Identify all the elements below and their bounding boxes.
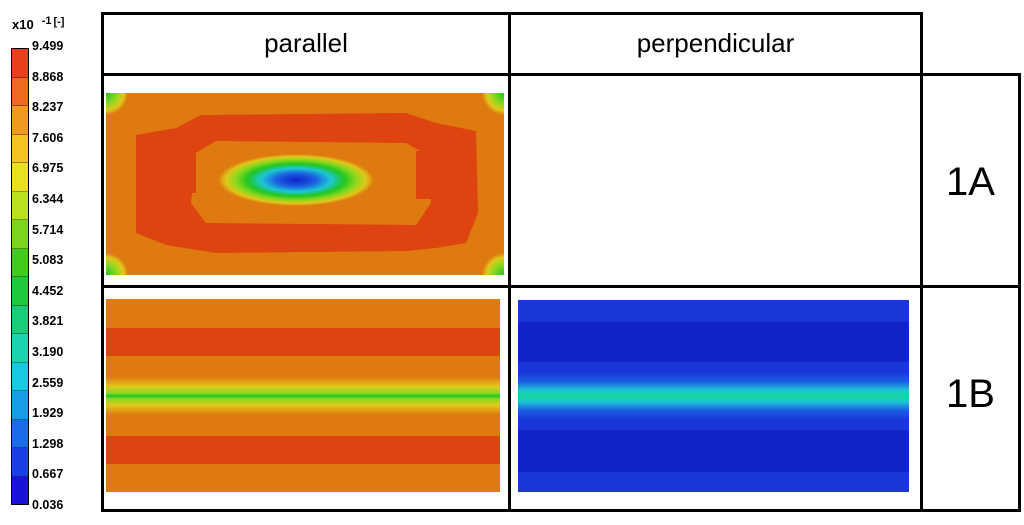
plot-1a-corner bbox=[482, 253, 504, 275]
legend-swatch bbox=[12, 391, 28, 420]
table-border-right bbox=[1018, 73, 1021, 512]
legend-tick-label: 9.499 bbox=[32, 39, 64, 53]
legend-tick-label: 3.190 bbox=[32, 345, 64, 359]
legend-swatch bbox=[12, 362, 28, 391]
legend-exponent: -1 bbox=[41, 15, 52, 27]
legend-swatch bbox=[12, 220, 28, 249]
plot-1a-notch bbox=[416, 151, 441, 199]
table-border-column-divider bbox=[508, 12, 511, 512]
header-perpendicular: perpendicular bbox=[636, 28, 795, 58]
legend-swatch bbox=[12, 191, 28, 220]
plot-1a-red-ring bbox=[136, 113, 478, 253]
plot-1a-corner bbox=[482, 93, 504, 115]
table-border-header-bottom bbox=[101, 73, 1021, 76]
plot-1b-parallel-green-band bbox=[106, 377, 500, 415]
plot-1a-center-depression bbox=[218, 154, 374, 206]
legend-tick-label: 3.821 bbox=[32, 314, 64, 329]
legend-tick-label: 5.714 bbox=[32, 222, 64, 237]
legend-title: x10 -1 [-] bbox=[12, 15, 65, 32]
legend-tick-label: 8.237 bbox=[32, 100, 64, 115]
row-label-1a: 1A bbox=[946, 160, 995, 204]
plot-1a-corner bbox=[106, 253, 128, 275]
legend-tick-label: 7.606 bbox=[32, 130, 64, 145]
legend-colorbar bbox=[11, 48, 29, 505]
legend-tick-label: 2.559 bbox=[32, 375, 64, 390]
row-label-1b: 1B bbox=[946, 372, 995, 416]
legend-swatch bbox=[12, 448, 28, 477]
plot-1a-notch bbox=[166, 153, 196, 193]
plot-1b-perp-center-band bbox=[518, 372, 909, 420]
table-border-left bbox=[101, 12, 104, 512]
legend-tick-label: 1.298 bbox=[32, 436, 64, 451]
legend-swatch bbox=[12, 277, 28, 306]
legend-swatch bbox=[12, 476, 28, 504]
legend-swatch bbox=[12, 305, 28, 334]
plot-1b-parallel bbox=[106, 299, 500, 492]
legend-tick-label: 8.868 bbox=[32, 69, 64, 84]
legend-tick-label: 6.344 bbox=[32, 192, 64, 206]
table-border-top bbox=[101, 12, 922, 15]
plot-1a-parallel bbox=[106, 93, 504, 275]
legend-tick-label: 0.036 bbox=[32, 498, 64, 512]
plot-1b-parallel-red-band bbox=[106, 436, 500, 464]
legend-tick-label: 5.083 bbox=[32, 253, 64, 268]
legend-swatch bbox=[12, 163, 28, 192]
legend-tick-label: 1.929 bbox=[32, 406, 64, 421]
plot-1b-perp-dark-band bbox=[518, 322, 909, 362]
header-parallel: parallel bbox=[264, 28, 348, 58]
legend-swatch bbox=[12, 419, 28, 448]
plot-1a-corner bbox=[106, 93, 128, 115]
legend-swatch bbox=[12, 49, 28, 78]
plot-1b-perp-dark-band bbox=[518, 430, 909, 472]
legend-swatch bbox=[12, 77, 28, 106]
legend-tick-label: 0.667 bbox=[32, 467, 64, 482]
legend-unit: [-] bbox=[53, 16, 65, 28]
legend-tick-label: 6.975 bbox=[32, 161, 64, 176]
table-border-bottom bbox=[101, 509, 1021, 512]
plot-1b-perpendicular bbox=[518, 300, 909, 492]
legend-swatch bbox=[12, 134, 28, 163]
legend-swatch bbox=[12, 248, 28, 277]
table-border-row-divider bbox=[101, 285, 1021, 288]
legend-multiplier: x10 bbox=[12, 17, 34, 32]
plot-1b-parallel-red-band bbox=[106, 328, 500, 356]
table-border-label-column bbox=[920, 12, 923, 512]
legend-swatch bbox=[12, 334, 28, 363]
legend-swatch bbox=[12, 106, 28, 135]
legend-tick-label: 4.452 bbox=[32, 283, 64, 298]
